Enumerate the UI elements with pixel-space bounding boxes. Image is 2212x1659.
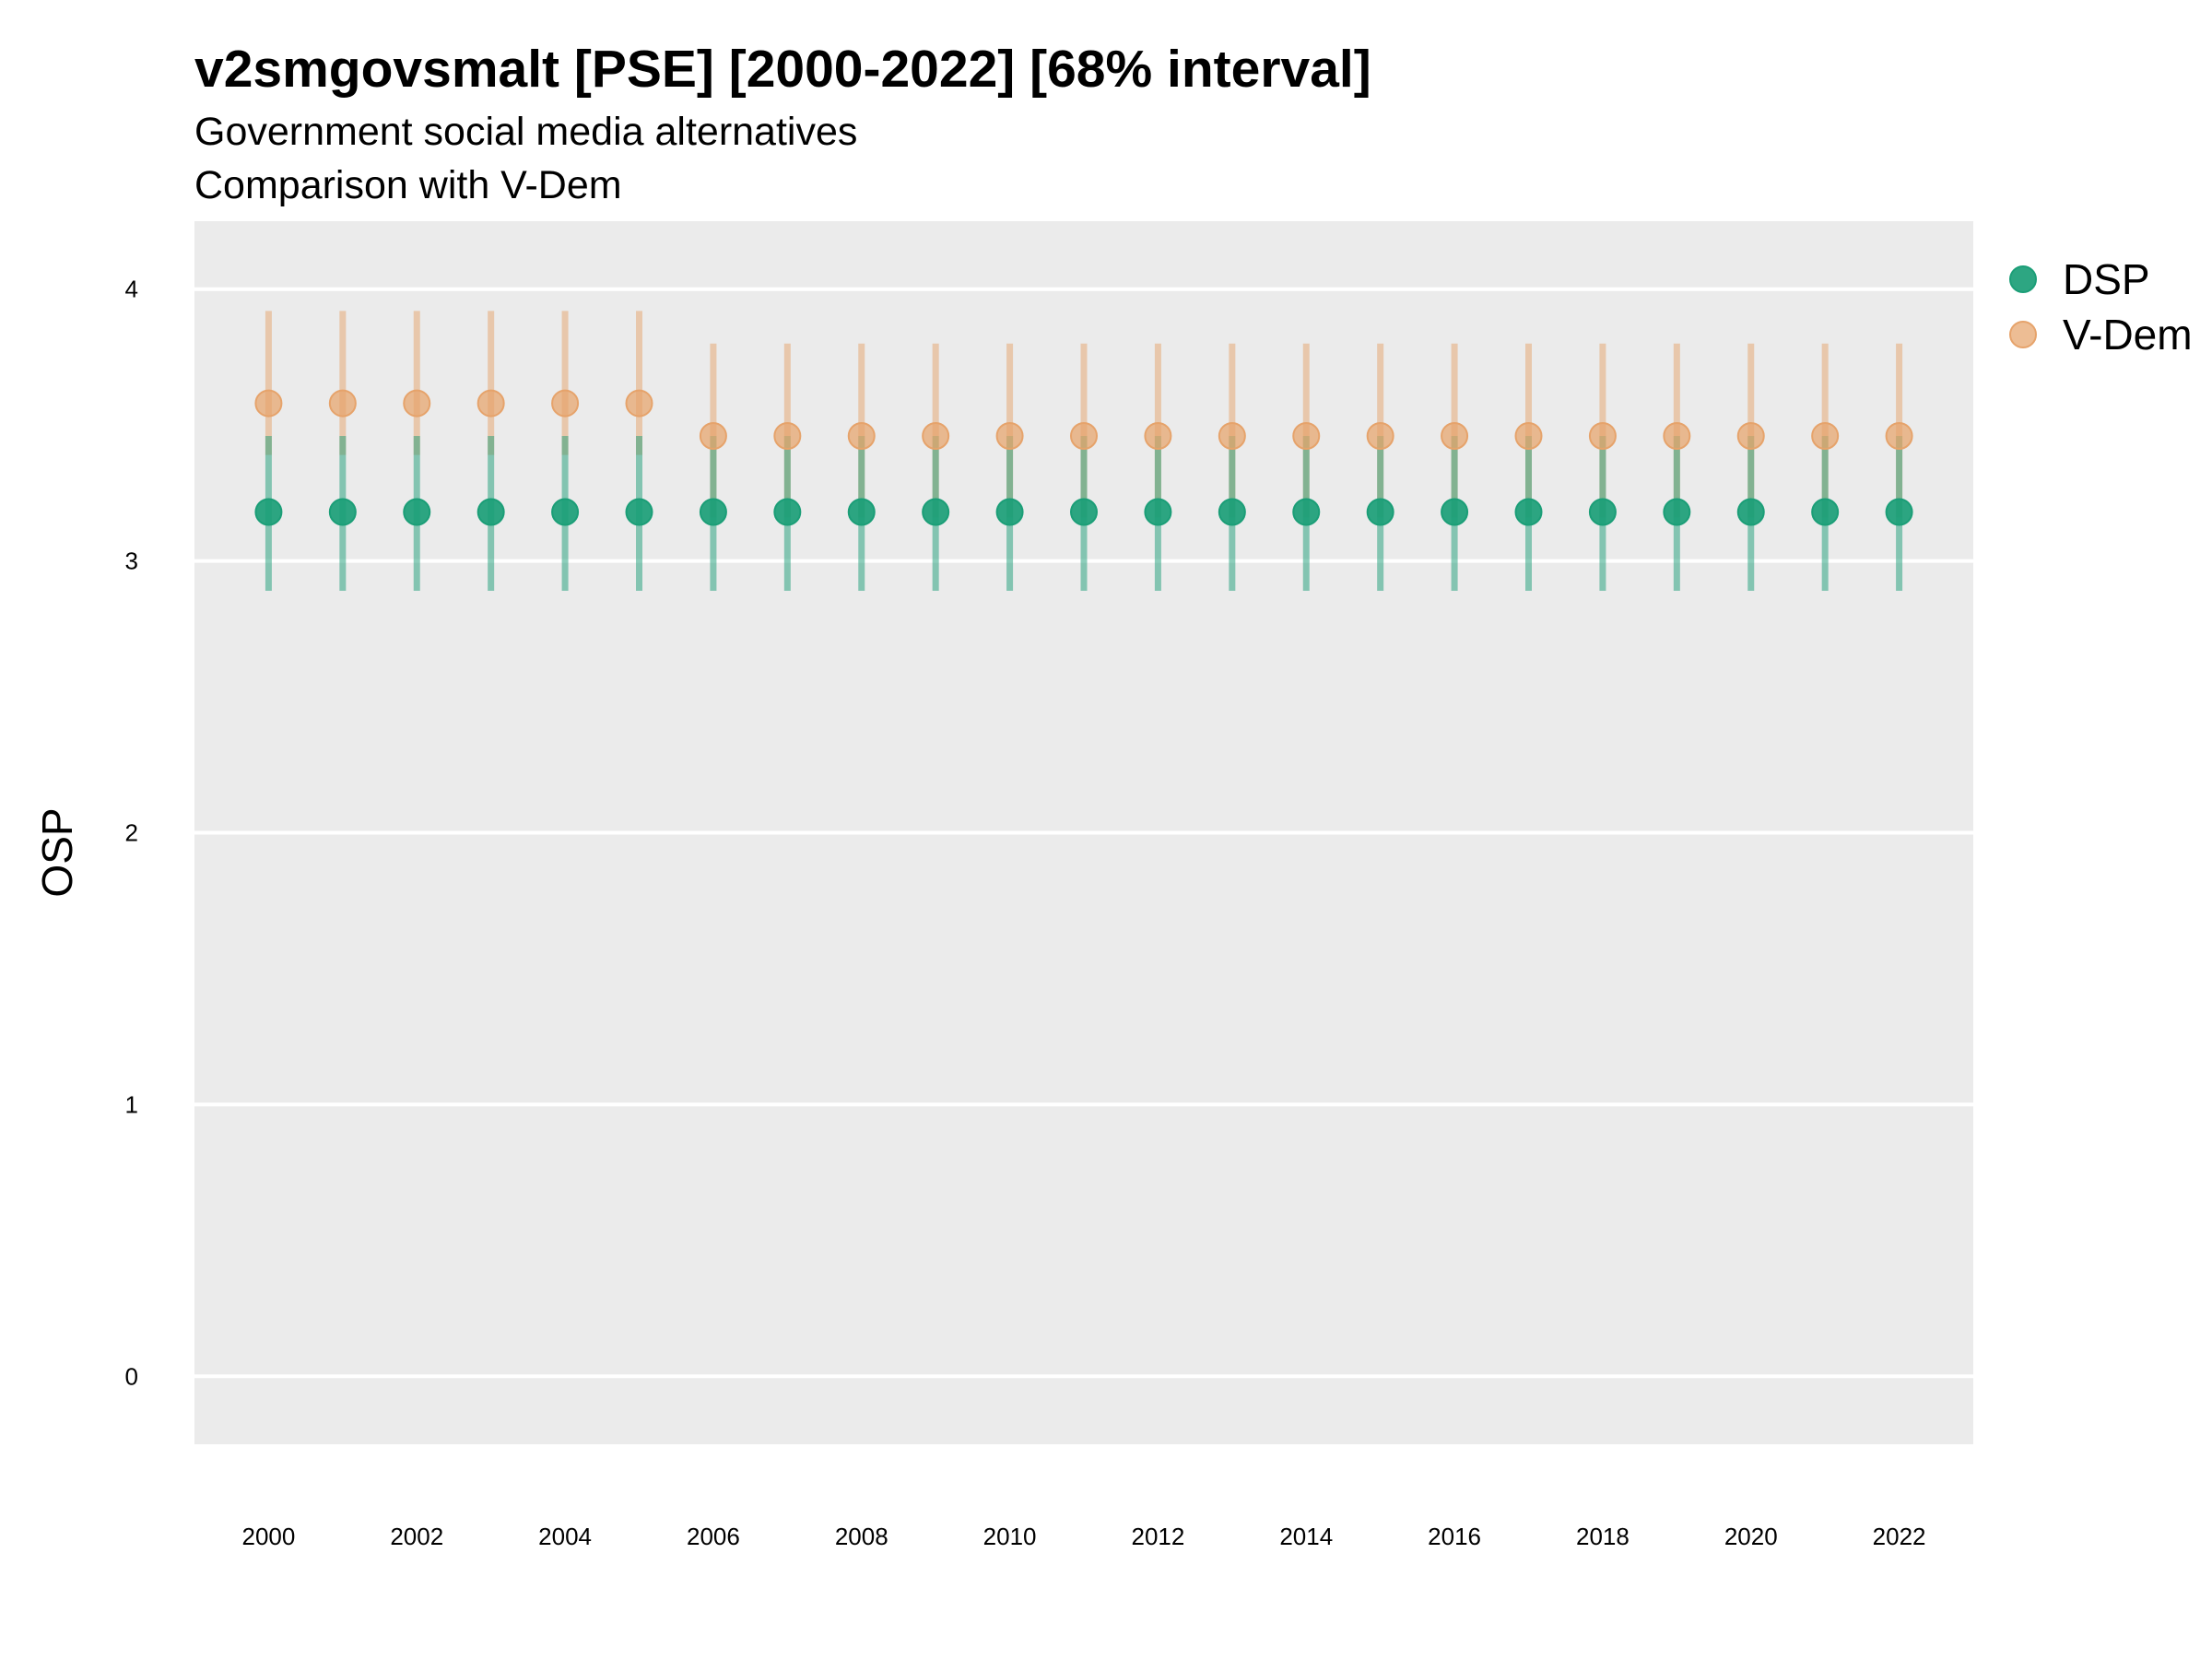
dsp-point-2010 [995,498,1024,526]
v-dem-point-2008 [847,421,876,450]
v-dem-point-2021 [1811,421,1840,450]
dsp-point-2021 [1811,498,1840,526]
v-dem-point-2001 [328,389,357,418]
dsp-point-2000 [254,498,283,526]
dsp-point-2013 [1218,498,1246,526]
dsp-point-2020 [1736,498,1765,526]
dsp-point-2017 [1514,498,1543,526]
y-tick-label: 1 [125,1090,138,1118]
x-tick-label: 2014 [1279,1523,1333,1550]
dsp-point-2014 [1292,498,1321,526]
x-tick-label: 2010 [983,1523,1037,1550]
dsp-point-2011 [1070,498,1098,526]
v-dem-point-2005 [625,389,653,418]
y-tick-label: 4 [125,276,138,303]
x-tick-label: 2016 [1428,1523,1481,1550]
v-dem-point-2000 [254,389,283,418]
x-tick-label: 2002 [390,1523,443,1550]
x-tick-label: 2020 [1724,1523,1778,1550]
v-dem-point-2003 [477,389,505,418]
v-dem-point-2004 [551,389,580,418]
dsp-point-2004 [551,498,580,526]
dsp-point-2003 [477,498,505,526]
v-dem-point-2009 [922,421,950,450]
x-tick-label: 2006 [687,1523,740,1550]
dsp-point-2007 [773,498,802,526]
dsp-point-2022 [1885,498,1913,526]
legend-key-v-dem [2009,321,2037,348]
legend-key-dsp [2009,265,2037,293]
dsp-point-2006 [699,498,727,526]
series-dsp-points [254,498,1913,526]
v-dem-point-2018 [1588,421,1617,450]
y-axis-label: OSP [33,807,81,897]
data-series [254,311,1913,592]
legend-label-dsp: DSP [2063,255,2150,303]
dsp-point-2005 [625,498,653,526]
series-v-dem-points [254,389,1913,450]
x-tick-label: 2018 [1576,1523,1630,1550]
v-dem-point-2002 [403,389,431,418]
legend-label-v-dem: V-Dem [2063,311,2193,359]
y-tick-label: 0 [125,1362,138,1390]
chart-title: v2smgovsmalt [PSE] [2000-2022] [68% inte… [194,40,1371,99]
dsp-point-2002 [403,498,431,526]
y-axis-ticks: 0 1 2 3 4 [125,276,138,1391]
dsp-point-2018 [1588,498,1617,526]
y-tick-label: 3 [125,547,138,575]
v-dem-point-2007 [773,421,802,450]
v-dem-point-2022 [1885,421,1913,450]
v-dem-point-2016 [1441,421,1469,450]
x-axis-ticks: 2000 2002 2004 2006 2008 2010 2012 2014 2016 2018… [241,1523,1925,1550]
v-dem-point-2013 [1218,421,1246,450]
chart-subtitle: Government social media alternatives [194,110,857,154]
x-tick-label: 2008 [835,1523,888,1550]
dsp-point-2012 [1144,498,1172,526]
dsp-point-2008 [847,498,876,526]
y-tick-label: 2 [125,819,138,847]
v-dem-point-2020 [1736,421,1765,450]
legend: DSP V-Dem [2009,255,2193,359]
v-dem-point-2010 [995,421,1024,450]
v-dem-point-2017 [1514,421,1543,450]
v-dem-point-2006 [699,421,727,450]
dsp-point-2016 [1441,498,1469,526]
v-dem-point-2014 [1292,421,1321,450]
v-dem-point-2011 [1070,421,1098,450]
x-tick-label: 2000 [241,1523,295,1550]
x-tick-label: 2004 [538,1523,592,1550]
v-dem-point-2015 [1366,421,1394,450]
dsp-point-2019 [1663,498,1691,526]
dsp-point-2009 [922,498,950,526]
x-tick-label: 2022 [1873,1523,1926,1550]
chart-subtitle-comparison: Comparison with V-Dem [194,163,622,207]
v-dem-point-2012 [1144,421,1172,450]
dsp-point-2001 [328,498,357,526]
v-dem-point-2019 [1663,421,1691,450]
dsp-point-2015 [1366,498,1394,526]
x-tick-label: 2012 [1131,1523,1184,1550]
